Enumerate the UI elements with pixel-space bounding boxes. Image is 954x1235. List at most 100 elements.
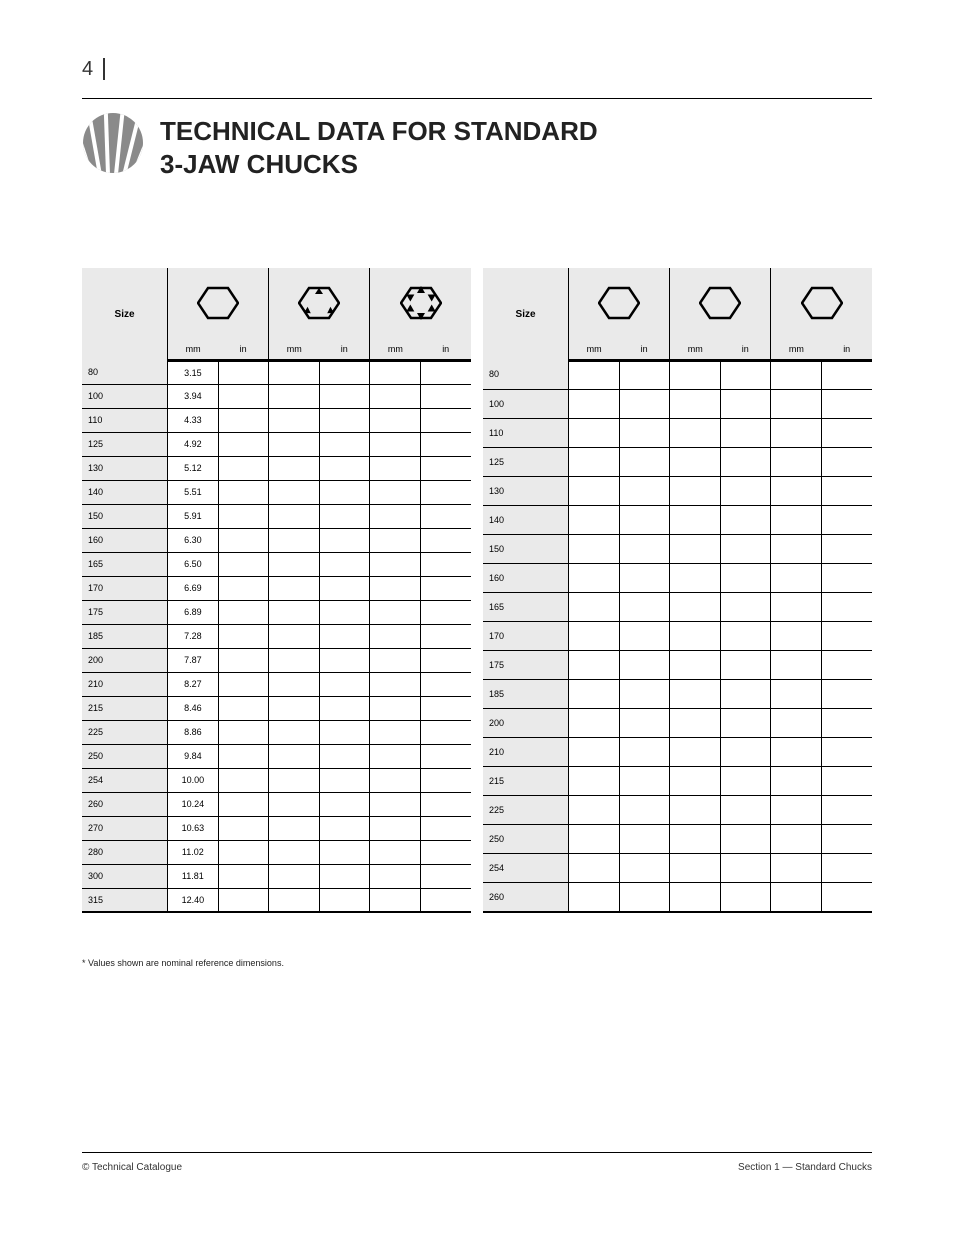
data-cell (319, 360, 370, 384)
data-cell (771, 476, 822, 505)
col-header-size: Size (82, 268, 168, 360)
data-cell (771, 621, 822, 650)
data-cell: 8.86 (168, 720, 219, 744)
data-cell (370, 432, 421, 456)
data-cell (370, 576, 421, 600)
table-row: 250 (483, 825, 872, 854)
data-cell (720, 709, 771, 738)
data-cell (720, 534, 771, 563)
data-cell (370, 552, 421, 576)
data-cell (269, 600, 320, 624)
row-label: 165 (483, 592, 569, 621)
row-label: 170 (483, 621, 569, 650)
data-cell (821, 505, 872, 534)
col-header-icon-2 (269, 268, 370, 340)
data-cell (771, 738, 822, 767)
data-cell (218, 528, 269, 552)
data-cell (821, 680, 872, 709)
data-cell (821, 738, 872, 767)
data-cell (370, 528, 421, 552)
data-cell (370, 744, 421, 768)
table-row: 1756.89 (82, 600, 471, 624)
table-row: 175 (483, 650, 872, 679)
data-cell (269, 624, 320, 648)
data-cell (771, 418, 822, 447)
data-cell (218, 792, 269, 816)
data-cell (771, 360, 822, 389)
table-row: 150 (483, 534, 872, 563)
hexagon-3arrow-icon (298, 282, 340, 324)
table-row: 803.15 (82, 360, 471, 384)
data-cell (319, 864, 370, 888)
data-cell (619, 796, 670, 825)
data-cell (670, 796, 721, 825)
data-cell (569, 534, 620, 563)
data-cell (720, 447, 771, 476)
data-cell (319, 480, 370, 504)
data-cell (218, 624, 269, 648)
hexagon-plain-icon (598, 282, 640, 324)
row-label: 300 (82, 864, 168, 888)
data-cell: 3.15 (168, 360, 219, 384)
data-cell (319, 408, 370, 432)
data-cell (670, 767, 721, 796)
table-row: 2258.86 (82, 720, 471, 744)
data-cell (771, 563, 822, 592)
data-cell (218, 576, 269, 600)
data-cell (619, 534, 670, 563)
data-cell: 4.33 (168, 408, 219, 432)
sub-header: mm (569, 340, 620, 360)
data-cell (319, 720, 370, 744)
col-header-size: Size (483, 268, 569, 360)
data-cell (771, 883, 822, 912)
row-label: 100 (82, 384, 168, 408)
footer-right: Section 1 — Standard Chucks (738, 1162, 872, 1173)
table-row: 140 (483, 505, 872, 534)
table-row: 1706.69 (82, 576, 471, 600)
data-cell (269, 768, 320, 792)
table-row: 165 (483, 592, 872, 621)
data-cell (771, 505, 822, 534)
data-cell (319, 672, 370, 696)
data-cell (269, 432, 320, 456)
data-cell (319, 696, 370, 720)
table-row: 1505.91 (82, 504, 471, 528)
row-label: 160 (82, 528, 168, 552)
row-label: 165 (82, 552, 168, 576)
data-cell (269, 504, 320, 528)
data-cell: 5.51 (168, 480, 219, 504)
data-cell (269, 720, 320, 744)
data-cell (569, 447, 620, 476)
data-cell (370, 600, 421, 624)
data-cell (420, 528, 471, 552)
table-row: 100 (483, 389, 872, 418)
table-row: 1104.33 (82, 408, 471, 432)
data-cell (319, 456, 370, 480)
data-cell (670, 680, 721, 709)
title-sub: 3-JAW CHUCKS (160, 149, 598, 180)
data-cell (269, 888, 320, 912)
title-main: TECHNICAL DATA FOR STANDARD (160, 116, 598, 147)
data-cell (218, 552, 269, 576)
data-cell (370, 408, 421, 432)
sub-header: in (420, 340, 471, 360)
data-cell (420, 768, 471, 792)
row-label: 110 (82, 408, 168, 432)
data-cell (821, 360, 872, 389)
data-cell: 5.91 (168, 504, 219, 528)
data-table-left: Size (82, 268, 471, 913)
table-row: 28011.02 (82, 840, 471, 864)
data-cell (420, 504, 471, 528)
sub-header: in (619, 340, 670, 360)
data-cell (319, 528, 370, 552)
row-label: 130 (483, 476, 569, 505)
data-cell (619, 592, 670, 621)
row-label: 80 (82, 360, 168, 384)
data-cell (619, 738, 670, 767)
table-row: 2108.27 (82, 672, 471, 696)
col-header-icon-1 (168, 268, 269, 340)
data-cell (569, 505, 620, 534)
data-cell (218, 864, 269, 888)
data-cell (720, 767, 771, 796)
table-row: 2509.84 (82, 744, 471, 768)
